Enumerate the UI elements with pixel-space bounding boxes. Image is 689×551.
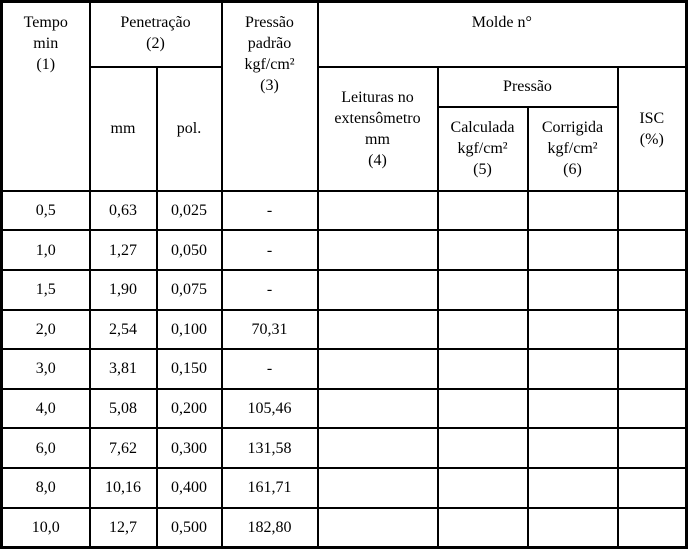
table-cell: 5,08 [88, 387, 158, 430]
table-row: 10,0 12,7 0,500 182,80 [0, 506, 688, 549]
table-cell: 1,0 [0, 229, 91, 271]
header-cell-pressao: Pressão [436, 65, 619, 109]
header-cell-leituras: Leituras no extensômetro mm (4) [316, 65, 439, 192]
table-cell [616, 427, 688, 470]
table-cell [616, 348, 688, 390]
table-cell [316, 427, 439, 470]
table-cell [616, 268, 688, 311]
table-cell: 70,31 [220, 308, 319, 351]
table-cell [616, 189, 688, 232]
table-cell: 3,0 [0, 348, 91, 390]
table-cell: 0,300 [155, 427, 223, 470]
table-cell: 7,62 [88, 427, 158, 470]
table-cell: 0,500 [155, 506, 223, 549]
header-cell-molde: Molde n° [316, 0, 688, 68]
table-cell: 105,46 [220, 387, 319, 430]
table-cell [316, 467, 439, 509]
table-cell: 10,16 [88, 467, 158, 509]
table-cell [616, 308, 688, 351]
table-cell [526, 229, 619, 271]
header-cell-isc: ISC (%) [616, 65, 688, 192]
table-cell: - [220, 268, 319, 311]
table-row: 6,0 7,62 0,300 131,58 [0, 427, 688, 470]
table-cell [526, 189, 619, 232]
table-cell: 10,0 [0, 506, 91, 549]
header-cell-pol: pol. [155, 65, 223, 192]
table-cell: - [220, 189, 319, 232]
table-cell [436, 506, 529, 549]
table-row: 8,0 10,16 0,400 161,71 [0, 467, 688, 509]
table-row: 2,0 2,54 0,100 70,31 [0, 308, 688, 351]
table-cell [616, 229, 688, 271]
table-cell: 1,5 [0, 268, 91, 311]
table-cell [526, 387, 619, 430]
table-cell [526, 427, 619, 470]
header-cell-corrigida: Corrigida kgf/cm² (6) [526, 106, 619, 192]
header-cell-calculada: Calculada kgf/cm² (5) [436, 106, 529, 192]
table-cell [436, 229, 529, 271]
header-cell-pressao-padrao: Pressão padrão kgf/cm² (3) [220, 0, 319, 192]
table-cell [436, 427, 529, 470]
table-cell: 161,71 [220, 467, 319, 509]
table-cell: 0,200 [155, 387, 223, 430]
table-cell: 4,0 [0, 387, 91, 430]
table-row: 1,5 1,90 0,075 - [0, 268, 688, 311]
table-row: 4,0 5,08 0,200 105,46 [0, 387, 688, 430]
table-cell [436, 467, 529, 509]
table-cell: - [220, 229, 319, 271]
table-cell [526, 268, 619, 311]
table-cell: 6,0 [0, 427, 91, 470]
table-cell [526, 308, 619, 351]
header-row-2: mm pol. Leituras no extensômetro mm (4) … [2, 65, 688, 192]
table-cell: 2,0 [0, 308, 91, 351]
table-cell: 131,58 [220, 427, 319, 470]
table-cell: 2,54 [88, 308, 158, 351]
table-cell [526, 348, 619, 390]
table-cell [526, 506, 619, 549]
table-row: 0,5 0,63 0,025 - [0, 189, 688, 232]
table-cell [616, 506, 688, 549]
table-cell [316, 268, 439, 311]
table-cell: 1,27 [88, 229, 158, 271]
table-cell: 3,81 [88, 348, 158, 390]
table-cell [316, 506, 439, 549]
table-cell [436, 189, 529, 232]
table-cell: 1,90 [88, 268, 158, 311]
header-row-1: Tempo min (1) Penetração (2) Pressão pad… [0, 0, 688, 192]
table-cell [316, 308, 439, 351]
table-cell: 0,63 [88, 189, 158, 232]
table-row: 1,0 1,27 0,050 - [0, 229, 688, 271]
table-cell [436, 387, 529, 430]
header-cell-penetracao: Penetração (2) [88, 0, 223, 68]
header-cell-tempo: Tempo min (1) [0, 0, 91, 192]
table-cell [616, 467, 688, 509]
table-cell: 182,80 [220, 506, 319, 549]
table-cell [316, 229, 439, 271]
table-cell: 8,0 [0, 467, 91, 509]
table-cell: 0,050 [155, 229, 223, 271]
table-cell: 12,7 [88, 506, 158, 549]
table-cell [616, 387, 688, 430]
table-cell: 0,150 [155, 348, 223, 390]
header-cell-mm: mm [88, 65, 158, 192]
table-cell [316, 387, 439, 430]
table-cell: 0,100 [155, 308, 223, 351]
table-cell [316, 348, 439, 390]
table-cell: 0,075 [155, 268, 223, 311]
table-cell [436, 268, 529, 311]
table-cell: - [220, 348, 319, 390]
table-cell: 0,400 [155, 467, 223, 509]
table-cell [526, 467, 619, 509]
table-cell [316, 189, 439, 232]
table-cell: 0,025 [155, 189, 223, 232]
table-cell [436, 308, 529, 351]
table-cell: 0,5 [0, 189, 91, 232]
table-cell [436, 348, 529, 390]
table-row: 3,0 3,81 0,150 - [0, 348, 688, 390]
header-row-3: Calculada kgf/cm² (5) Corrigida kgf/cm² … [2, 106, 687, 192]
